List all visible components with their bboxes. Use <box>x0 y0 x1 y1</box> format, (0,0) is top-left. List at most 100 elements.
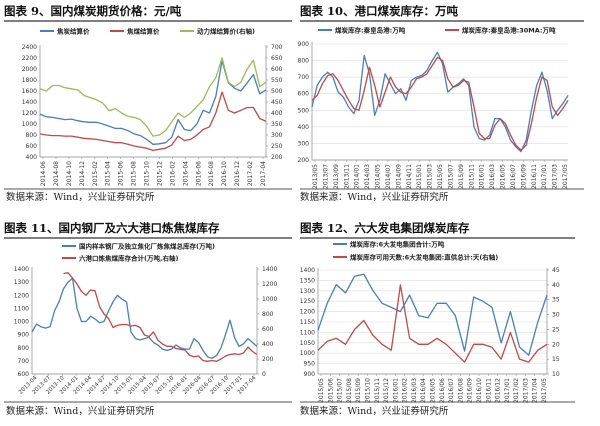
x-tick-label: 2016/01 <box>479 164 486 189</box>
y-tick-label-right: 25 <box>552 326 560 333</box>
x-tick-label: 2014-12 <box>79 161 86 186</box>
y-tick-label-left: 700 <box>18 358 30 365</box>
x-tick-label: 2017/03 <box>522 378 529 403</box>
y-tick-label-left: 200 <box>298 157 310 164</box>
y-tick-label-left: 1350 <box>300 277 315 284</box>
x-tick-label: 2014/05 <box>375 164 382 189</box>
y-tick-label-left: 900 <box>298 41 310 48</box>
x-tick-label: 2016/11 <box>485 378 492 403</box>
y-tick-label-left: 900 <box>18 332 30 339</box>
x-tick-label: 2014-08 <box>53 161 60 186</box>
x-tick-label: 2015/09 <box>355 378 362 403</box>
x-tick-label: 2017-04 <box>260 161 267 186</box>
x-tick-label: 2015/05 <box>437 164 444 189</box>
y-tick-label-left: 600 <box>26 143 38 150</box>
chart-9: 400 600 800 1000 1200 1400 1600 1800 2000 2200 240… <box>22 26 283 186</box>
x-tick-label: 2015/07 <box>337 378 344 403</box>
y-tick-label-left: 1300 <box>300 288 315 295</box>
y-tick-label-left: 500 <box>298 107 310 114</box>
y-tick-label-right: 15 <box>552 356 560 363</box>
x-tick-label: 2016/04 <box>420 378 427 403</box>
x-tick-label: 2014/01 <box>354 164 361 189</box>
legend-label: 焦煤结算价 <box>126 26 160 35</box>
y-tick-label-right: 550 <box>271 77 283 84</box>
legend-label: 六港口炼焦煤库存合计(万吨,右轴) <box>79 253 178 262</box>
x-tick-label: 2015/09 <box>458 164 465 189</box>
x-tick-label: 2015/08 <box>346 378 353 403</box>
x-tick-label: 2016/10 <box>476 378 483 403</box>
y-tick-label-left: 1300 <box>14 279 29 286</box>
chart-12-source: 数据来源：Wind，兴业证券研究所 <box>300 405 449 417</box>
y-tick-label-right: 1200 <box>262 281 277 288</box>
legend-label: 煤炭库存:秦皇岛港:30MA:万吨 <box>462 25 556 34</box>
x-tick-label: 2013/05 <box>312 164 319 189</box>
chart-10-title: 图表 10、港口煤炭库存：万吨 <box>300 4 459 18</box>
series-line-2 <box>39 91 267 152</box>
x-tick-label: 2016-08 <box>208 161 215 186</box>
chart-10: 200 300 400 500 600 700 800 900 2013/05 2013/07 20… <box>298 25 569 189</box>
x-tick-label: 2016/02 <box>402 378 409 403</box>
y-tick-label-left: 2000 <box>22 66 37 73</box>
y-tick-label-left: 900 <box>304 371 316 378</box>
chart-12: 900 950 1000 1050 1100 1150 1200 1250 1300 1350 14… <box>300 239 560 403</box>
chart-9-source: 数据来源：Wind，兴业证券研究所 <box>6 191 155 203</box>
y-tick-label-right: 400 <box>271 110 283 117</box>
y-tick-label-right: 45 <box>552 267 560 274</box>
x-tick-label: 2015/11 <box>374 378 381 403</box>
y-tick-label-right: 250 <box>271 143 283 150</box>
y-tick-label-left: 800 <box>298 58 310 65</box>
x-tick-label: 2015/06 <box>327 378 334 403</box>
y-tick-label-left: 400 <box>298 124 310 131</box>
x-tick-label: 2016/05 <box>430 378 437 403</box>
x-tick-label: 2016/03 <box>489 164 496 189</box>
x-tick-label: 2016/06 <box>439 378 446 403</box>
x-tick-label: 2017/02 <box>513 378 520 403</box>
series-line-1 <box>317 273 548 356</box>
y-tick-label-left: 600 <box>298 91 310 98</box>
y-tick-label-left: 400 <box>26 154 38 161</box>
x-tick-label: 2015/07 <box>447 164 454 189</box>
x-tick-label: 2015-10 <box>144 161 151 186</box>
y-tick-label-left: 2200 <box>22 55 37 62</box>
x-tick-label: 2016/07 <box>510 164 517 189</box>
y-tick-label-right: 700 <box>271 44 283 51</box>
y-tick-label-right: 600 <box>262 326 274 333</box>
x-tick-label: 2015/03 <box>427 164 434 189</box>
y-tick-label-right: 10 <box>552 371 560 378</box>
x-tick-label: 2014/07 <box>385 164 392 189</box>
x-tick-label: 2015/05 <box>318 378 325 403</box>
y-tick-label-right: 0 <box>262 371 266 378</box>
y-tick-label-left: 700 <box>298 74 310 81</box>
y-tick-label-left: 2400 <box>22 44 37 51</box>
x-tick-label: 2016/09 <box>467 378 474 403</box>
x-tick-label: 2017-02 <box>247 161 254 186</box>
x-tick-label: 2017/04 <box>532 378 539 403</box>
y-tick-label-left: 1000 <box>22 121 37 128</box>
y-tick-label-left: 1200 <box>300 309 315 316</box>
x-tick-label: 2016/05 <box>500 164 507 189</box>
x-tick-label: 2016-10 <box>221 161 228 186</box>
x-tick-label: 2017/05 <box>562 164 569 189</box>
x-tick-label: 2017/05 <box>541 378 548 403</box>
y-tick-label-right: 1000 <box>262 296 277 303</box>
y-tick-label-right: 30 <box>552 312 560 319</box>
chart-11-title: 图表 11、国内钢厂及六大港口炼焦煤库存 <box>4 221 220 235</box>
x-tick-label: 2015/01 <box>416 164 423 189</box>
series-line-1 <box>311 51 569 153</box>
x-tick-label: 2016/01 <box>392 378 399 403</box>
series-line-2 <box>317 284 548 363</box>
x-tick-label: 2016-02 <box>169 161 176 186</box>
y-tick-label-left: 1100 <box>300 329 315 336</box>
y-tick-label-right: 1400 <box>262 266 277 273</box>
series-line-1 <box>31 277 258 359</box>
y-tick-label-right: 450 <box>271 99 283 106</box>
y-tick-label-right: 35 <box>552 297 560 304</box>
x-tick-label: 2015/10 <box>364 378 371 403</box>
y-tick-label-right: 800 <box>262 311 274 318</box>
y-tick-label-right: 650 <box>271 55 283 62</box>
x-tick-label: 2013/07 <box>322 164 329 189</box>
series-line-3 <box>39 57 267 137</box>
x-tick-label: 2016/12 <box>495 378 502 403</box>
y-tick-label-right: 300 <box>271 132 283 139</box>
x-tick-label: 2014/09 <box>395 164 402 189</box>
